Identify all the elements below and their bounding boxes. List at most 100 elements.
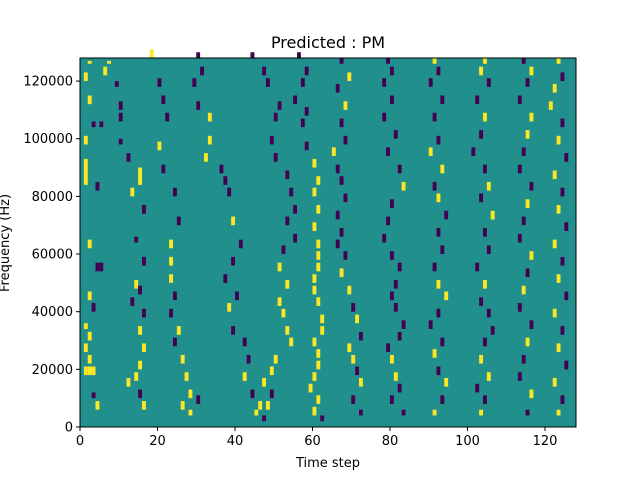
heatmap-cell-high [486, 372, 491, 381]
heatmap-cell-high [393, 372, 398, 381]
x-tick-label: 80 [382, 434, 399, 449]
heatmap-cell-low [436, 366, 441, 376]
heatmap-cell-high [312, 187, 317, 197]
heatmap-cell-low [428, 320, 433, 329]
heatmap-cell-low [525, 409, 530, 416]
heatmap-cell-low [281, 245, 286, 255]
heatmap-cell-high [83, 72, 88, 82]
heatmap-cell-low [219, 164, 224, 174]
heatmap-cell-low [382, 112, 387, 122]
heatmap-cell-high [91, 366, 96, 376]
heatmap-cell-low [269, 389, 274, 399]
heatmap-cell-low [490, 326, 495, 335]
heatmap-cell-low [285, 170, 290, 180]
heatmap-cell-low [304, 66, 309, 76]
heatmap-cell-low [169, 308, 174, 318]
heatmap-cell-low [277, 101, 282, 110]
heatmap-cell-low [300, 118, 305, 128]
heatmap-cell-low [297, 52, 301, 58]
heatmap-cell-low [118, 138, 123, 145]
heatmap-cell-low [293, 205, 298, 214]
heatmap-cell-low [397, 383, 402, 393]
x-tick-label: 100 [455, 434, 480, 449]
heatmap-cell-low [320, 415, 325, 422]
heatmap-cell-low [560, 395, 565, 404]
heatmap-cell-high [552, 239, 557, 249]
heatmap-cell-high [316, 349, 321, 358]
heatmap-cell-low [91, 121, 96, 128]
heatmap-cell-low [335, 83, 340, 93]
heatmap-cell-low [486, 245, 491, 255]
heatmap-cell-low [262, 415, 267, 422]
heatmap-cell-low [560, 118, 565, 128]
heatmap-cell-high [184, 372, 189, 381]
heatmap-cell-high [266, 401, 270, 410]
heatmap-cell-high [83, 135, 88, 145]
heatmap-cell-high [169, 239, 174, 249]
heatmap-cell-low [304, 107, 309, 116]
heatmap-cell-low [176, 216, 181, 226]
heatmap-cell-low [118, 101, 123, 110]
heatmap-cell-low [475, 262, 480, 272]
heatmap-cell-low [521, 216, 526, 226]
heatmap-cell-low [273, 112, 278, 122]
heatmap-cell-high [289, 337, 294, 347]
heatmap-cell-low [138, 389, 143, 399]
heatmap-cell-high [87, 291, 92, 301]
heatmap-cell-high [138, 167, 143, 185]
heatmap-cell-high [316, 262, 321, 272]
heatmap-cell-high [87, 60, 92, 64]
heatmap-cell-high [525, 199, 530, 208]
heatmap-cell-low [242, 337, 247, 347]
heatmap-cell-low [479, 297, 484, 306]
heatmap-cell-low [390, 251, 394, 260]
heatmap-cell-high [483, 112, 487, 122]
heatmap-cell-high [83, 167, 88, 185]
heatmap-cell-low [564, 222, 569, 231]
heatmap-cell-low [246, 354, 251, 364]
heatmap-cell-low [157, 78, 162, 87]
heatmap-cell-low [517, 164, 522, 174]
heatmap-cell-low [564, 291, 569, 301]
heatmap-cell-high [316, 297, 321, 306]
heatmap-cell-high [316, 251, 321, 260]
heatmap-cell-low [173, 337, 177, 347]
heatmap-cell-high [525, 130, 530, 139]
heatmap-cell-low [486, 308, 491, 318]
heatmap-cell-low [475, 383, 480, 393]
heatmap-cell-low [397, 262, 402, 272]
heatmap-cell-high [231, 216, 236, 226]
heatmap-cell-high [483, 279, 487, 289]
x-axis: 0 20 40 60 80 100 120 [76, 427, 557, 449]
heatmap-cell-high [180, 401, 185, 410]
heatmap-cell-high [444, 377, 449, 387]
heatmap-cell-low [390, 199, 394, 208]
heatmap-cell-low [223, 274, 228, 283]
heatmap-cell-high [180, 354, 185, 364]
heatmap-cell-high [169, 274, 174, 283]
heatmap-cell-low [560, 72, 565, 82]
heatmap-cell-high [103, 66, 108, 76]
heatmap-cell-low [91, 392, 96, 399]
heatmap-cell-high [432, 349, 437, 358]
heatmap-cell-low [238, 239, 243, 249]
plot-area [79, 49, 577, 428]
heatmap-cell-high [312, 285, 317, 295]
heatmap-cell-low [351, 303, 356, 312]
y-tick-label: 100000 [23, 132, 73, 147]
heatmap-cell-high [479, 409, 484, 416]
heatmap-cell-low [390, 395, 394, 404]
heatmap-cell-high [359, 377, 363, 387]
heatmap-cell-low [471, 147, 476, 157]
heatmap-cell-low [390, 66, 394, 76]
heatmap-cell-low [343, 251, 348, 260]
heatmap-cell-high [83, 158, 88, 168]
heatmap-cell-high [285, 326, 290, 335]
heatmap-cell-low [525, 78, 530, 87]
heatmap-cell-low [165, 112, 170, 122]
heatmap-cell-low [343, 193, 348, 203]
heatmap-cell-low [335, 164, 340, 174]
heatmap-cell-low [525, 268, 530, 278]
heatmap-cell-low [440, 395, 445, 404]
heatmap-cell-low [479, 130, 484, 139]
